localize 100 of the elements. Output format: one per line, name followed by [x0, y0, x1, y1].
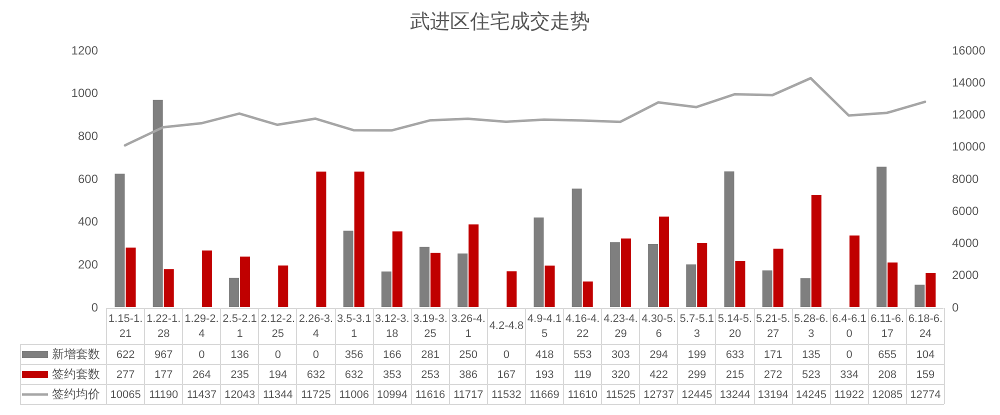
y-tick-label: 600	[78, 172, 98, 186]
y2-tick-label: 16000	[952, 43, 986, 58]
bar	[278, 265, 288, 307]
bar	[888, 262, 898, 307]
x-tick-label: 5.14-5.20	[716, 312, 754, 342]
data-label: 235	[230, 368, 249, 380]
y2-tick-label: 8000	[952, 172, 980, 186]
y-tick-label: 1200	[71, 43, 98, 58]
data-label: 11006	[339, 388, 369, 400]
data-label: 166	[382, 348, 402, 360]
bar	[811, 194, 822, 307]
bar	[468, 224, 479, 307]
bar	[610, 242, 620, 307]
bar	[800, 278, 810, 307]
bar	[659, 216, 670, 307]
y-tick-label: 1000	[71, 86, 98, 100]
data-label: 11525	[606, 388, 636, 400]
bar	[381, 271, 392, 307]
bar	[126, 248, 136, 307]
data-label: 12445	[682, 388, 712, 400]
data-label: 334	[840, 368, 858, 380]
data-label: 264	[192, 368, 211, 380]
data-label: 11344	[263, 388, 293, 400]
x-tick-label: 6.18-6.24	[907, 312, 944, 342]
data-label: 208	[878, 368, 897, 380]
data-label: 0	[274, 348, 281, 360]
data-label: 320	[612, 368, 630, 380]
data-label: 10065	[110, 388, 141, 400]
data-label: 422	[650, 368, 668, 380]
y-tick-label: 200	[78, 257, 98, 272]
legend-label: 签约套数	[52, 366, 100, 383]
data-label: 14245	[796, 388, 826, 400]
data-label: 12043	[224, 388, 256, 400]
bar	[686, 264, 696, 307]
x-tick-label: 1.15-1.21	[107, 312, 144, 342]
data-label: 11190	[149, 388, 178, 400]
data-label: 11532	[492, 388, 522, 400]
x-tick-label: 1.29-2.4	[184, 312, 220, 342]
bar	[506, 271, 517, 307]
x-tick-label: 5.7-5.13	[678, 312, 716, 342]
data-label: 135	[802, 348, 820, 360]
bar	[620, 238, 631, 307]
data-label: 10994	[376, 388, 408, 400]
data-label: 12737	[644, 388, 674, 400]
data-label: 356	[344, 348, 364, 360]
data-label: 303	[612, 348, 630, 360]
x-tick-label: 5.21-5.27	[754, 312, 792, 342]
y-tick-label: 800	[78, 128, 98, 143]
y2-tick-label: 12000	[952, 108, 986, 122]
x-tick-label: 2.5-2.11	[222, 312, 258, 342]
bar	[152, 100, 163, 307]
x-tick-label: 3.19-3.25	[412, 312, 448, 342]
bar	[354, 172, 364, 307]
bar	[240, 256, 250, 307]
data-label: 12085	[872, 388, 903, 400]
data-label: 0	[312, 348, 320, 360]
data-label: 13194	[758, 388, 788, 400]
bar	[343, 230, 354, 307]
data-label: 386	[459, 368, 478, 380]
x-tick-label: 2.26-3.4	[298, 312, 334, 342]
bar	[876, 166, 887, 307]
x-tick-label: 2.12-2.25	[260, 312, 296, 342]
bar	[849, 235, 860, 307]
legend-label: 新增套数	[52, 346, 100, 363]
y-tick-label: 400	[78, 214, 98, 229]
y-tick-label: 0	[91, 300, 98, 314]
y2-tick-label: 0	[952, 300, 959, 314]
data-label: 136	[230, 348, 249, 360]
data-label: 171	[764, 348, 782, 360]
bar	[316, 172, 326, 307]
data-label: 11437	[186, 388, 217, 400]
bar	[229, 278, 240, 307]
data-label: 632	[344, 368, 364, 380]
line-series	[124, 76, 926, 147]
x-tick-label: 4.2-4.8	[489, 319, 524, 334]
bar	[544, 266, 555, 307]
data-label: 632	[306, 368, 326, 380]
data-label: 272	[764, 368, 782, 380]
y2-tick-label: 10000	[952, 140, 986, 154]
bar	[582, 282, 593, 307]
data-label: 294	[650, 348, 668, 360]
data-label: 11725	[301, 388, 331, 400]
data-label: 11616	[415, 388, 446, 400]
data-label: 11922	[834, 388, 864, 400]
data-label: 11669	[530, 388, 560, 400]
data-label: 622	[116, 348, 135, 360]
data-label: 215	[726, 368, 744, 380]
data-label: 11610	[568, 388, 598, 400]
x-tick-label: 4.9-4.15	[526, 312, 563, 342]
data-label: 199	[688, 348, 706, 360]
bar	[430, 252, 440, 307]
x-tick-label: 5.28-6.3	[793, 312, 830, 342]
x-tick-label: 4.30-5.6	[640, 312, 677, 342]
bar	[572, 188, 582, 307]
x-tick-label: 6.11-6.17	[870, 312, 906, 342]
data-label: 0	[503, 348, 510, 360]
data-label: 13244	[720, 388, 750, 400]
data-label: 177	[154, 368, 173, 380]
data-label: 418	[535, 348, 554, 360]
data-label: 523	[802, 368, 820, 380]
